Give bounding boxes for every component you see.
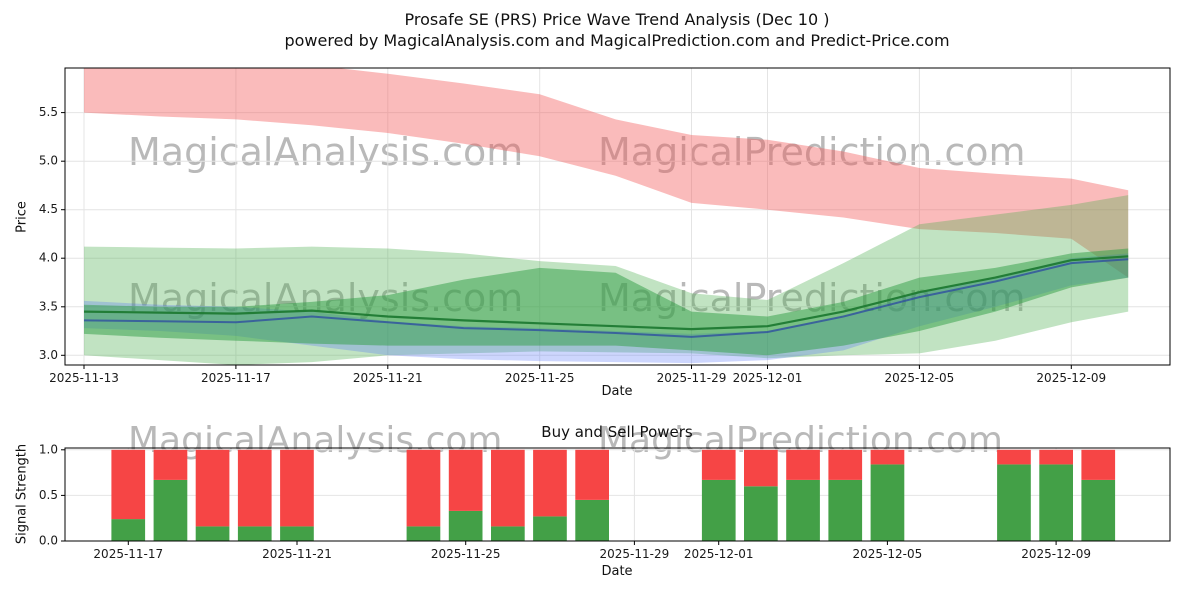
y-tick-label: 4.0 bbox=[39, 251, 58, 265]
green-inner-band bbox=[84, 248, 1129, 356]
buy-bar bbox=[448, 510, 483, 541]
sell-bar bbox=[786, 449, 820, 480]
sell-bar bbox=[701, 449, 736, 480]
sell-bar bbox=[448, 449, 483, 511]
trend-line-green bbox=[83, 255, 1129, 331]
buy-bar bbox=[111, 519, 146, 541]
y-tick-label: 5.0 bbox=[39, 154, 58, 168]
sell-bar bbox=[280, 449, 314, 527]
y-tick-label: 0.0 bbox=[39, 534, 58, 548]
plot-frame bbox=[64, 67, 1171, 366]
sell-bar bbox=[1039, 449, 1073, 465]
red-upper-forecast-band bbox=[84, 68, 1129, 278]
buy-bar bbox=[195, 526, 230, 541]
sell-bar bbox=[491, 449, 525, 527]
x-tick-label: 2025-12-01 bbox=[733, 371, 803, 385]
x-tick-label: 2025-12-09 bbox=[1036, 371, 1106, 385]
x-tick-label: 2025-12-05 bbox=[853, 547, 923, 561]
x-tick-label: 2025-12-09 bbox=[1021, 547, 1091, 561]
y-tick-label: 0.5 bbox=[39, 488, 58, 502]
signal-chart: 2025-11-17 2025-11-21 2025-11-25 2025-11-29… bbox=[39, 442, 1171, 561]
sell-bar bbox=[870, 449, 905, 465]
sell-bar bbox=[744, 449, 778, 487]
y-tick-label: 5.5 bbox=[39, 105, 58, 119]
price-axis-label: Price bbox=[14, 201, 30, 233]
y-tick-label: 3.0 bbox=[39, 348, 58, 362]
sell-bar bbox=[1081, 449, 1116, 480]
sell-bar bbox=[997, 449, 1031, 465]
bar-chart-title: Buy and Sell Powers bbox=[541, 423, 693, 441]
x-tick-label: 2025-11-21 bbox=[353, 371, 423, 385]
buy-bar bbox=[870, 464, 905, 541]
x-tick-label: 2025-11-25 bbox=[431, 547, 501, 561]
price-chart: 2025-11-13 2025-11-17 2025-11-21 2025-11-25… bbox=[39, 67, 1171, 385]
x-tick-label: 2025-11-21 bbox=[262, 547, 332, 561]
buy-bar bbox=[1081, 479, 1116, 541]
buy-bar bbox=[406, 526, 441, 541]
bar-chart-date-label: Date bbox=[601, 564, 633, 579]
x-tick-label: 2025-11-29 bbox=[600, 547, 670, 561]
buy-bar bbox=[237, 526, 272, 541]
y-tick-label: 1.0 bbox=[39, 442, 58, 456]
sell-bar bbox=[575, 449, 609, 500]
x-tick-label: 2025-11-25 bbox=[505, 371, 575, 385]
sell-bar bbox=[111, 449, 146, 520]
sell-bar bbox=[153, 449, 188, 480]
sell-bar bbox=[237, 449, 272, 527]
price-chart-date-label: Date bbox=[601, 384, 633, 399]
buy-bar bbox=[786, 479, 820, 541]
buy-bar bbox=[744, 486, 778, 541]
sell-bar bbox=[406, 449, 441, 527]
x-tick-label: 2025-11-29 bbox=[657, 371, 727, 385]
figure-subtitle: powered by MagicalAnalysis.com and Magic… bbox=[284, 31, 950, 50]
buy-bar bbox=[575, 500, 609, 541]
x-tick-label: 2025-11-17 bbox=[201, 371, 271, 385]
buy-bar bbox=[491, 526, 525, 541]
sell-bar bbox=[533, 449, 567, 517]
buy-bar bbox=[280, 526, 314, 541]
tick-labels: 2025-11-17 2025-11-21 2025-11-25 2025-11-29… bbox=[39, 442, 1091, 560]
sell-bar bbox=[195, 449, 230, 527]
buy-bar bbox=[1039, 464, 1073, 541]
buy-bar bbox=[533, 516, 567, 541]
x-tick-label: 2025-12-05 bbox=[885, 371, 955, 385]
buy-bar bbox=[153, 479, 188, 541]
x-tick-label: 2025-11-17 bbox=[93, 547, 163, 561]
buy-bar bbox=[828, 479, 863, 541]
tick-labels: 2025-11-13 2025-11-17 2025-11-21 2025-11-25… bbox=[39, 105, 1106, 385]
figure-title: Prosafe SE (PRS) Price Wave Trend Analys… bbox=[404, 10, 830, 29]
x-tick-label: 2025-11-13 bbox=[49, 371, 119, 385]
sell-bar bbox=[828, 449, 863, 480]
trend-line-blue bbox=[83, 258, 1129, 338]
plot-frame bbox=[64, 447, 1171, 542]
signal-strength-axis-label: Signal Strength bbox=[14, 443, 30, 545]
x-tick-label: 2025-12-01 bbox=[684, 547, 754, 561]
y-tick-label: 3.5 bbox=[39, 299, 58, 313]
buy-bar bbox=[997, 464, 1031, 541]
y-tick-label: 4.5 bbox=[39, 202, 58, 216]
buy-bar bbox=[701, 479, 736, 541]
